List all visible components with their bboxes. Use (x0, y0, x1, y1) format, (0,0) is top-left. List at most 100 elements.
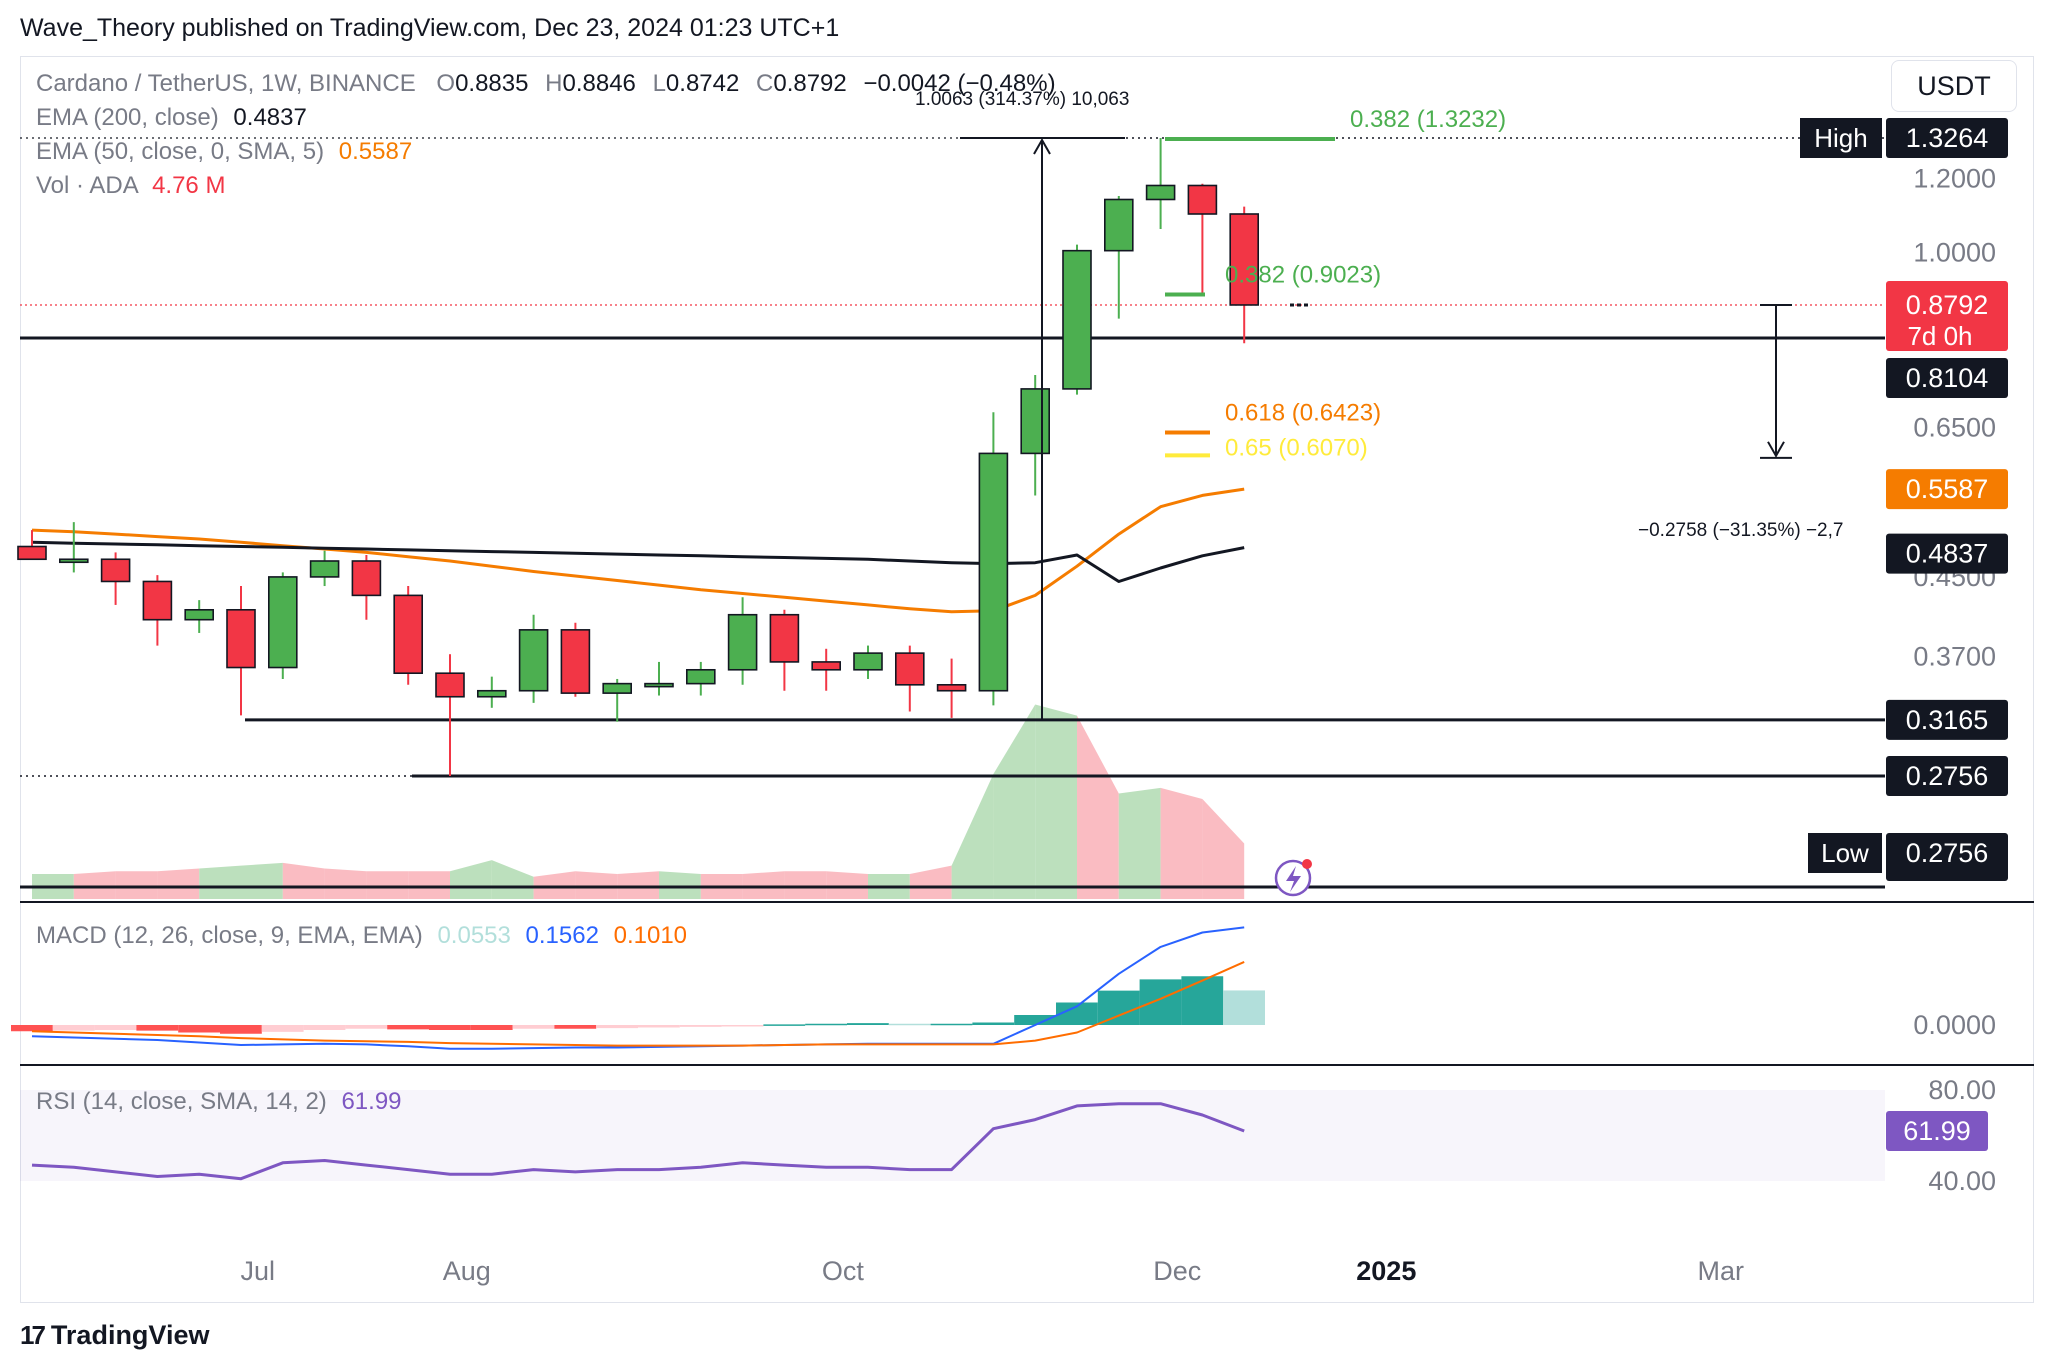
candle-down (435, 654, 465, 776)
candle-up (1062, 244, 1092, 395)
price-axis-tick: 0.3700 (1913, 641, 1996, 671)
candle-body (853, 652, 883, 671)
price-badge-low (1886, 833, 2008, 881)
volume-segment (784, 871, 827, 899)
candle-up (518, 614, 549, 703)
tradingview-footer: 17 TradingView (20, 1320, 209, 1351)
fib-level-label: 0.618 (0.6423) (1225, 399, 1381, 426)
high-label: H (545, 70, 563, 97)
macd-hist-bar (261, 1025, 304, 1032)
volume-segment (199, 865, 241, 899)
macd-hist-bar (512, 1025, 555, 1029)
candle-body (58, 558, 89, 564)
volume-segment (408, 871, 450, 899)
candle-down (560, 622, 591, 697)
macd-hist-bar (1097, 990, 1140, 1025)
candle-up (644, 661, 674, 696)
volume-segment (115, 871, 158, 899)
candle-body (1229, 213, 1259, 306)
time-axis-tick: Aug (443, 1256, 491, 1286)
candle-up (1020, 374, 1051, 496)
volume-segment (366, 871, 409, 899)
macd-line (31, 926, 1245, 1050)
bolt-icon-dot (1302, 859, 1312, 869)
price-badge-0-2756-text: 0.2756 (1906, 761, 1989, 791)
candle-up (978, 412, 1009, 706)
legend-rsi[interactable]: RSI (14, close, SMA, 14, 2) 61.99 (36, 1088, 402, 1116)
price-badge-low-text: 0.2756 (1906, 838, 1989, 868)
low-value: 0.8742 (665, 70, 740, 97)
volume-segment (450, 860, 492, 899)
publisher-line: Wave_Theory published on TradingView.com… (20, 14, 840, 42)
price-badge-high (1886, 118, 2008, 158)
macd-hist-bar (805, 1023, 847, 1026)
price-badge-0-3165 (1886, 699, 2008, 740)
candle-body (476, 689, 507, 698)
tradingview-brand: TradingView (50, 1320, 210, 1350)
candle-body (644, 682, 674, 688)
candle-body (142, 580, 173, 621)
price-badge-ema200-text: 0.4837 (1906, 539, 1989, 569)
price-badge-0-2756 (1886, 756, 2008, 796)
candle-up (1104, 195, 1134, 319)
time-axis-tick: 2025 (1356, 1256, 1416, 1286)
candles (17, 138, 1259, 776)
macd-hist-bar (11, 1025, 53, 1032)
candle-up (602, 678, 633, 722)
candle-down (769, 609, 800, 691)
candle-body (184, 608, 214, 621)
chart-frame (20, 56, 2034, 1303)
candle-body (811, 661, 842, 671)
macd-hist-bar (721, 1025, 764, 1027)
symbol-name[interactable]: Cardano / TetherUS, 1W, BINANCE (36, 70, 416, 97)
legend-ema200[interactable]: EMA (200, close) 0.4837 (36, 104, 307, 132)
legend-macd[interactable]: MACD (12, 26, close, 9, EMA, EMA) 0.0553… (36, 922, 687, 950)
macd-label: MACD (12, 26, close, 9, EMA, EMA) (36, 922, 423, 949)
candle-up (184, 600, 214, 633)
volume-segment (1077, 715, 1119, 899)
candle-body (226, 608, 256, 669)
fib-level-label: 0.65 (0.6070) (1225, 434, 1368, 461)
macd-hist-bar (387, 1025, 429, 1030)
time-axis-tick: Mar (1697, 1256, 1744, 1286)
rsi-line (31, 1102, 1245, 1181)
price-axis-tick: 1.2000 (1913, 164, 1996, 194)
macd-hist-bar (1223, 990, 1265, 1025)
volume-segment (157, 868, 200, 899)
currency-selector-button[interactable]: USDT (1891, 60, 2017, 112)
measure-up-label: 1.0063 (314.37%) 10,063 (915, 89, 1129, 110)
open-label: O (436, 70, 456, 97)
rsi-axis-tick: 80.00 (1928, 1075, 1996, 1105)
volume-segment (1202, 799, 1245, 899)
macd-hist-bar (1139, 979, 1182, 1025)
legend-symbol-row: Cardano / TetherUS, 1W, BINANCE O0.8835 … (36, 70, 1056, 98)
candle-body (1187, 184, 1218, 215)
macd-hist-bar (1056, 1002, 1098, 1025)
volume-segment (324, 868, 367, 899)
macd-hist-bar (94, 1025, 137, 1030)
macd-hist-bar (136, 1025, 179, 1031)
macd-hist-bar (220, 1025, 262, 1034)
volume-segment (241, 862, 283, 899)
price-badge-0-8104 (1886, 358, 2008, 399)
candle-down (142, 575, 173, 646)
macd-signal-line (31, 960, 1245, 1047)
low-label: L (652, 70, 666, 97)
ema50-line (31, 487, 1245, 614)
macd-line-value: 0.1562 (525, 922, 599, 949)
candle-up (476, 676, 507, 708)
volume-segment (951, 774, 994, 899)
volume-value: 4.76 M (152, 172, 226, 199)
macd-axis-tick: 0.0000 (1913, 1010, 1996, 1040)
candle-down (393, 586, 424, 685)
legend-ema50[interactable]: EMA (50, close, 0, SMA, 5) 0.5587 (36, 138, 412, 166)
candle-body (685, 668, 716, 685)
time-axis-tick: Jul (240, 1256, 275, 1286)
candle-body (17, 545, 47, 561)
legend-volume[interactable]: Vol · ADA 4.76 M (36, 172, 225, 200)
ema200-value: 0.4837 (233, 104, 307, 131)
macd-hist-bar (972, 1022, 1015, 1025)
candle-body (309, 560, 340, 578)
ema50-label: EMA (50, close, 0, SMA, 5) (36, 138, 325, 165)
